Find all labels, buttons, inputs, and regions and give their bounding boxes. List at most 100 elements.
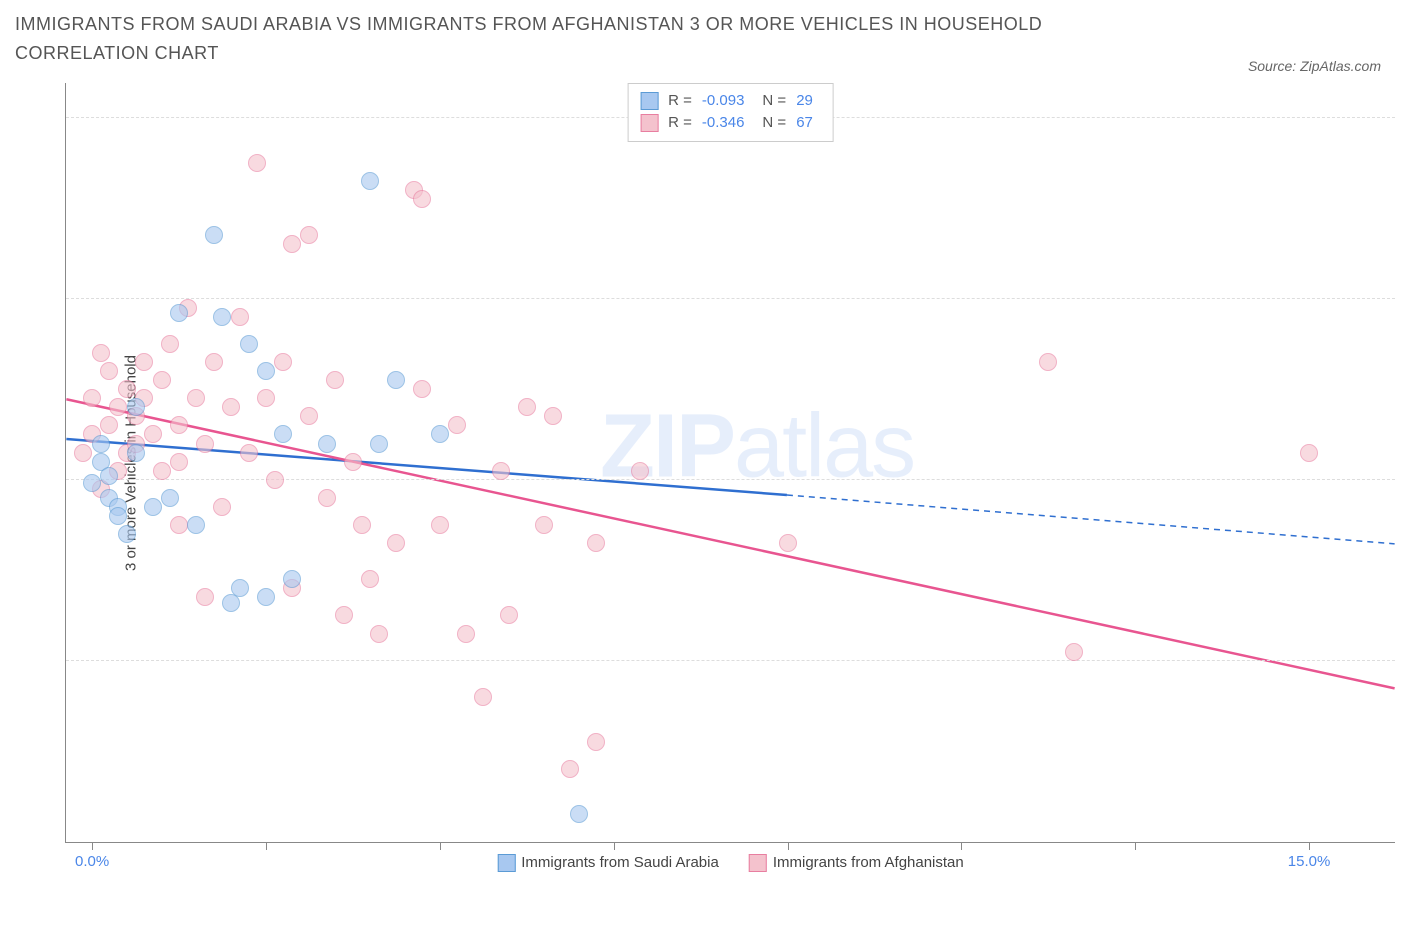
data-point [431,516,449,534]
data-point [318,435,336,453]
data-point [170,516,188,534]
swatch-saudi [640,92,658,110]
trend-lines [66,83,1395,842]
watermark: ZIPatlas [600,395,914,498]
data-point [448,416,466,434]
data-point [222,398,240,416]
data-point [74,444,92,462]
swatch-afghan [749,854,767,872]
x-tick [92,842,93,850]
x-tick [1135,842,1136,850]
data-point [300,226,318,244]
data-point [492,462,510,480]
x-tick-label: 15.0% [1288,853,1331,870]
data-point [240,444,258,462]
data-point [92,435,110,453]
data-point [170,416,188,434]
data-point [1039,353,1057,371]
data-point [1300,444,1318,462]
legend-item-saudi: Immigrants from Saudi Arabia [497,854,719,872]
r-value-saudi: -0.093 [702,90,745,113]
chart-container: 3 or more Vehicles in Household R = -0.0… [15,83,1391,843]
stats-row-saudi: R = -0.093 N = 29 [640,90,821,113]
data-point [283,570,301,588]
data-point [144,425,162,443]
data-point [535,516,553,534]
data-point [161,489,179,507]
n-value-saudi: 29 [796,90,813,113]
series-name-saudi: Immigrants from Saudi Arabia [521,854,719,871]
data-point [266,471,284,489]
watermark-light: atlas [734,396,914,496]
data-point [300,407,318,425]
data-point [1065,643,1083,661]
data-point [118,380,136,398]
data-point [370,625,388,643]
data-point [127,444,145,462]
data-point [205,226,223,244]
x-tick [1309,842,1310,850]
gridline [66,298,1395,299]
data-point [283,235,301,253]
data-point [587,534,605,552]
data-point [335,606,353,624]
data-point [118,525,136,543]
data-point [631,462,649,480]
data-point [153,462,171,480]
data-point [474,688,492,706]
data-point [170,304,188,322]
data-point [274,353,292,371]
data-point [135,353,153,371]
data-point [518,398,536,416]
n-label: N = [762,90,786,113]
x-tick-label: 0.0% [75,853,109,870]
data-point [127,398,145,416]
data-point [109,398,127,416]
data-point [240,335,258,353]
data-point [187,389,205,407]
source-attribution: Source: ZipAtlas.com [1248,58,1381,74]
x-tick [788,842,789,850]
data-point [274,425,292,443]
stats-legend: R = -0.093 N = 29 R = -0.346 N = 67 [627,83,834,142]
gridline [66,660,1395,661]
data-point [353,516,371,534]
chart-title: IMMIGRANTS FROM SAUDI ARABIA VS IMMIGRAN… [15,10,1115,68]
data-point [248,154,266,172]
series-name-afghan: Immigrants from Afghanistan [773,854,964,871]
data-point [205,353,223,371]
data-point [170,453,188,471]
data-point [213,308,231,326]
x-tick [614,842,615,850]
data-point [257,362,275,380]
data-point [153,371,171,389]
data-point [387,371,405,389]
stats-row-afghan: R = -0.346 N = 67 [640,112,821,135]
x-tick [961,842,962,850]
data-point [161,335,179,353]
data-point [431,425,449,443]
swatch-saudi [497,854,515,872]
swatch-afghan [640,114,658,132]
data-point [457,625,475,643]
x-tick [266,842,267,850]
data-point [257,389,275,407]
plot-area: R = -0.093 N = 29 R = -0.346 N = 67 ZIPa… [65,83,1395,843]
data-point [779,534,797,552]
r-label: R = [668,112,692,135]
data-point [100,416,118,434]
series-legend: Immigrants from Saudi Arabia Immigrants … [497,854,964,872]
data-point [361,570,379,588]
data-point [231,579,249,597]
data-point [344,453,362,471]
x-tick [440,842,441,850]
data-point [326,371,344,389]
data-point [196,435,214,453]
data-point [100,467,118,485]
data-point [109,507,127,525]
data-point [413,380,431,398]
data-point [196,588,214,606]
n-label: N = [762,112,786,135]
data-point [100,362,118,380]
legend-item-afghan: Immigrants from Afghanistan [749,854,964,872]
